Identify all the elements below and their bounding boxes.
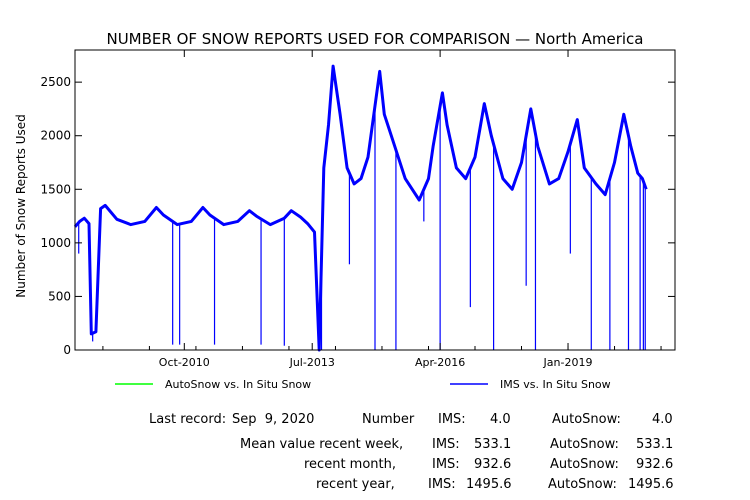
stats-year-autosnow: 1495.6 [628,477,674,492]
stats-year-autosnow-label: AutoSnow: [548,477,617,492]
stats-month-autosnow-label: AutoSnow: [550,457,619,472]
chart-title: NUMBER OF SNOW REPORTS USED FOR COMPARIS… [106,30,643,48]
stats-week-autosnow: 533.1 [636,437,674,452]
y-tick-label-1: 500 [48,289,71,303]
stats-number-autosnow-label: AutoSnow: [552,412,621,427]
stats-week-ims-label: IMS: [432,437,460,452]
series-line-1 [73,64,648,352]
stats-year-ims-label: IMS: [428,477,456,492]
stats-week-label: Mean value recent week, [240,437,404,452]
stats-number-ims-label: IMS: [438,412,466,427]
x-tick-label-3: Jan-2019 [543,356,593,369]
stats-number-ims: 4.0 [490,412,511,427]
stats-number-label: Number [362,412,415,427]
stats-month-autosnow: 932.6 [636,457,674,472]
y-tick-label-4: 2000 [40,129,71,143]
stats-week-autosnow-label: AutoSnow: [550,437,619,452]
axes: 0 500 1000 1500 2000 2500 Oct-2010 Jul-2013 Apr-… [40,49,676,369]
stats-month-ims: 932.6 [474,457,512,472]
stats-week-ims: 533.1 [474,437,512,452]
y-tick-label-5: 2500 [40,75,71,89]
plot-frame [74,49,676,351]
y-tick-label-2: 1000 [40,236,71,250]
x-tick-label-2: Apr-2016 [415,356,465,369]
legend-label-0: AutoSnow vs. In Situ Snow [165,378,311,391]
y-tick-label-0: 0 [63,343,71,357]
stats-last-record-label: Last record: [149,412,227,427]
legend-label-1: IMS vs. In Situ Snow [500,378,611,391]
stats-month-ims-label: IMS: [432,457,460,472]
stats-number-autosnow: 4.0 [652,412,673,427]
stats-year-ims: 1495.6 [466,477,512,492]
plot-area [73,64,648,352]
stats-month-label: recent month, [304,457,396,472]
y-axis-label: Number of Snow Reports Used [14,114,28,297]
legend: AutoSnow vs. In Situ Snow IMS vs. In Situ… [115,378,611,391]
y-tick-label-3: 1500 [40,182,71,196]
stats-last-record-date: Sep 9, 2020 [232,412,315,427]
stats-year-label: recent year, [316,477,395,492]
x-tick-label-1: Jul-2013 [289,356,335,369]
x-tick-label-0: Oct-2010 [159,356,210,369]
